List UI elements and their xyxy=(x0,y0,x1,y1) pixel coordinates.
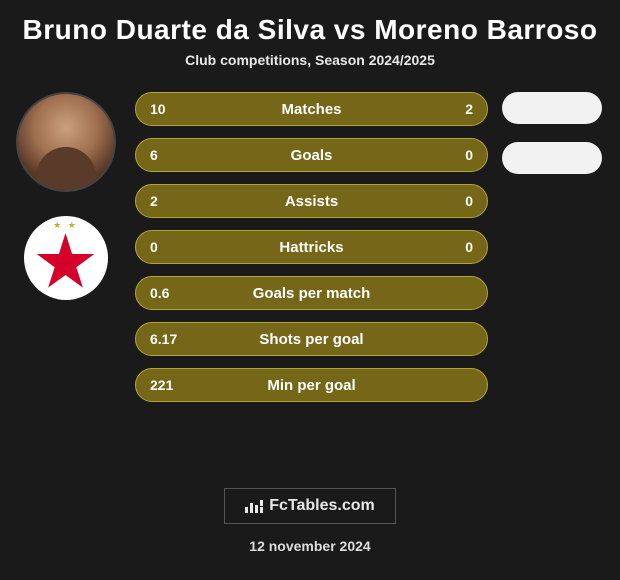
stat-label: Hattricks xyxy=(279,239,343,256)
stat-bar-matches: 10 Matches 2 xyxy=(135,92,488,126)
stat-right-value: 0 xyxy=(465,239,473,255)
stat-label: Matches xyxy=(281,101,341,118)
stat-row: 6 Goals 0 xyxy=(135,138,488,172)
stat-row: 10 Matches 2 xyxy=(135,92,488,126)
club-stars-icon: ★ ★ xyxy=(53,220,78,231)
stat-right-value: 0 xyxy=(465,147,473,163)
stat-label: Shots per goal xyxy=(259,331,363,348)
brand-link[interactable]: FcTables.com xyxy=(224,488,396,524)
stat-left-value: 10 xyxy=(150,101,166,117)
player-avatar-right xyxy=(502,92,602,124)
stat-left-value: 6.17 xyxy=(150,331,177,347)
stat-bar-shots-per-goal: 6.17 Shots per goal xyxy=(135,322,488,356)
stat-bar-goals-per-match: 0.6 Goals per match xyxy=(135,276,488,310)
stat-label: Goals xyxy=(291,147,333,164)
stat-left-value: 221 xyxy=(150,377,173,393)
footer-date: 12 november 2024 xyxy=(0,538,620,554)
stat-label: Goals per match xyxy=(253,285,371,302)
chart-bars-icon xyxy=(245,499,263,513)
stat-label: Min per goal xyxy=(267,377,355,394)
stat-bar-min-per-goal: 221 Min per goal xyxy=(135,368,488,402)
stat-row: 0.6 Goals per match xyxy=(135,276,488,310)
stat-bar-goals: 6 Goals 0 xyxy=(135,138,488,172)
player-avatar-left xyxy=(16,92,116,192)
page-subtitle: Club competitions, Season 2024/2025 xyxy=(0,52,620,86)
stat-row: 221 Min per goal xyxy=(135,368,488,402)
stat-bar-hattricks: 0 Hattricks 0 xyxy=(135,230,488,264)
club-logo-right xyxy=(502,142,602,174)
stat-row: 2 Assists 0 xyxy=(135,184,488,218)
stat-row: 0 Hattricks 0 xyxy=(135,230,488,264)
comparison-content: ★ ★ 10 Matches 2 6 Goals 0 2 Assists 0 xyxy=(0,86,620,402)
club-star-icon xyxy=(36,233,96,293)
stat-left-value: 0.6 xyxy=(150,285,169,301)
stat-left-value: 6 xyxy=(150,147,158,163)
right-player-column xyxy=(492,86,612,402)
stat-bar-assists: 2 Assists 0 xyxy=(135,184,488,218)
stat-right-value: 0 xyxy=(465,193,473,209)
stat-left-value: 0 xyxy=(150,239,158,255)
stat-label: Assists xyxy=(285,193,338,210)
brand-label: FcTables.com xyxy=(269,497,375,515)
footer: FcTables.com 12 november 2024 xyxy=(0,488,620,554)
stat-left-value: 2 xyxy=(150,193,158,209)
left-player-column: ★ ★ xyxy=(8,86,123,402)
stat-row: 6.17 Shots per goal xyxy=(135,322,488,356)
page-title: Bruno Duarte da Silva vs Moreno Barroso xyxy=(0,0,620,52)
stats-bars: 10 Matches 2 6 Goals 0 2 Assists 0 0 Hat… xyxy=(123,86,492,402)
club-logo-left: ★ ★ xyxy=(24,216,108,300)
stat-right-value: 2 xyxy=(465,101,473,117)
